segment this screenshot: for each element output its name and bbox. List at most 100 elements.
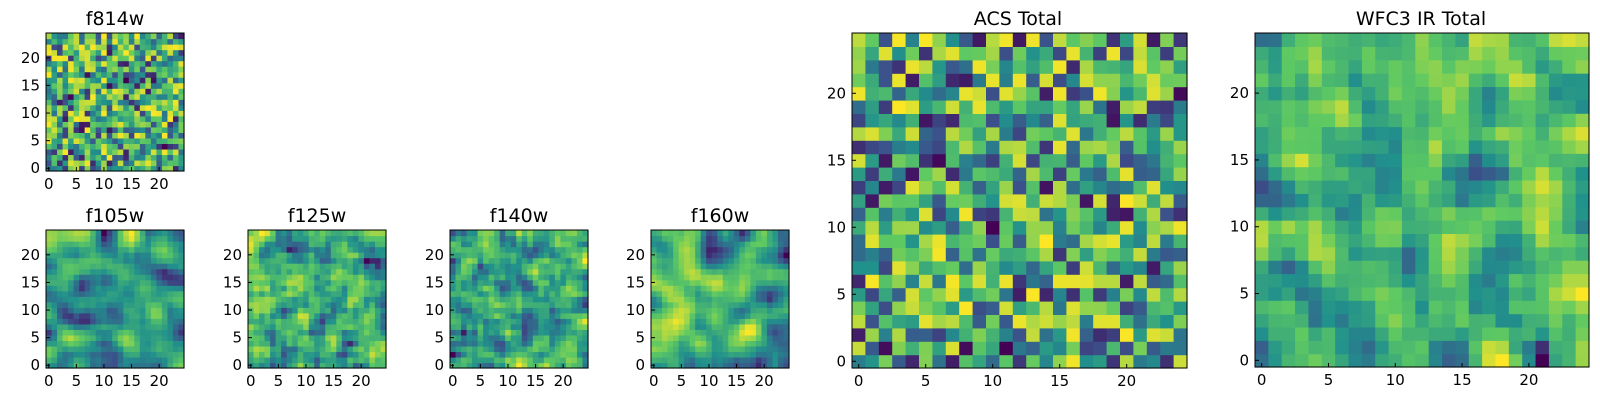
x-tick-label: 20 <box>150 372 169 390</box>
heatmap-cell <box>253 323 260 330</box>
heatmap-cell <box>538 307 545 314</box>
heatmap-cell <box>84 137 91 144</box>
heatmap-cell <box>510 307 517 314</box>
heatmap-cell <box>972 341 987 356</box>
heatmap-cell <box>700 257 707 264</box>
heatmap-cell <box>106 38 113 45</box>
heatmap-cell <box>1522 220 1537 234</box>
heatmap-cell <box>455 290 462 297</box>
heatmap-cell <box>1388 59 1403 74</box>
heatmap-cell <box>145 104 152 111</box>
heatmap-cell <box>772 351 779 358</box>
heatmap-cell <box>1442 353 1456 368</box>
heatmap-cell <box>336 257 343 264</box>
heatmap-cell <box>62 159 69 167</box>
heatmap-cell <box>84 312 91 319</box>
heatmap-cell <box>905 73 920 88</box>
heatmap-cell <box>1455 166 1470 181</box>
heatmap-cell <box>139 159 146 167</box>
heatmap-cell <box>1428 353 1443 368</box>
heatmap-cell <box>62 279 69 286</box>
heatmap-cell <box>576 246 584 253</box>
heatmap-cell <box>678 241 685 248</box>
heatmap-cell <box>1415 59 1430 74</box>
heatmap-cell <box>717 318 724 325</box>
heatmap-cell <box>1295 286 1310 301</box>
heatmap-cell <box>488 351 495 358</box>
heatmap-cell <box>878 59 893 74</box>
heatmap-cell <box>363 362 371 369</box>
heatmap-cell <box>95 252 102 259</box>
heatmap-cell <box>565 329 573 336</box>
heatmap-cell <box>79 274 86 281</box>
heatmap-cell <box>483 345 490 353</box>
heatmap-cell <box>161 159 169 167</box>
heatmap-cell <box>363 285 371 292</box>
heatmap-cell <box>1308 113 1323 128</box>
heatmap-cell <box>656 241 663 248</box>
heatmap-cell <box>1120 234 1134 248</box>
heatmap-cell <box>156 257 163 264</box>
heatmap-cell <box>905 314 920 329</box>
heatmap-cell <box>68 44 75 51</box>
heatmap-cell <box>733 252 740 259</box>
heatmap-cell <box>739 296 746 303</box>
heatmap-cell <box>466 290 473 297</box>
heatmap-cell <box>499 235 506 242</box>
heatmap-cell <box>347 296 354 303</box>
heatmap-cell <box>706 356 713 364</box>
heatmap-cell <box>527 230 534 237</box>
heatmap-cell <box>68 257 75 264</box>
heatmap-cell <box>57 77 64 84</box>
heatmap-cell <box>1106 180 1121 195</box>
heatmap-cell <box>1321 353 1336 368</box>
heatmap-cell <box>1482 260 1497 275</box>
heatmap-cell <box>576 351 584 358</box>
heatmap-cell <box>1562 273 1577 288</box>
heatmap-cell <box>1268 179 1283 194</box>
heatmap-cell <box>1295 46 1310 61</box>
heatmap-cell <box>156 115 163 122</box>
heatmap-cell <box>79 110 86 117</box>
heatmap-cell <box>1548 33 1563 47</box>
heatmap-cell <box>161 345 169 353</box>
heatmap-cell <box>347 274 354 281</box>
heatmap-cell <box>95 44 102 51</box>
heatmap-cell <box>1335 260 1350 275</box>
heatmap-cell <box>112 99 119 106</box>
heatmap-cell <box>999 180 1014 195</box>
heatmap-cell <box>336 296 343 303</box>
heatmap-cell <box>275 230 282 237</box>
heatmap-cell <box>73 143 80 150</box>
heatmap-cell <box>178 268 185 275</box>
heatmap-cell <box>95 88 102 95</box>
heatmap-cell <box>582 340 589 347</box>
heatmap-cell <box>1548 126 1563 141</box>
heatmap-cell <box>1415 33 1430 47</box>
heatmap-cell <box>117 71 124 78</box>
heatmap-cell <box>123 154 130 161</box>
heatmap-cell <box>336 307 343 314</box>
heatmap-cell <box>325 268 332 275</box>
heatmap-cell <box>1428 99 1443 114</box>
heatmap-cell <box>264 257 271 264</box>
heatmap-cell <box>178 241 185 248</box>
heatmap-cell <box>95 296 102 303</box>
heatmap-cell <box>1482 126 1497 141</box>
x-tick-label: 15 <box>526 372 545 390</box>
heatmap-cell <box>1281 73 1296 88</box>
heatmap-cell <box>150 82 157 89</box>
heatmap-cell <box>84 296 91 303</box>
heatmap-cell <box>1053 140 1067 155</box>
heatmap-cell <box>865 301 880 315</box>
heatmap-cell <box>750 340 757 347</box>
heatmap-cell <box>1522 340 1537 355</box>
heatmap-cell <box>761 329 768 336</box>
heatmap-cell <box>999 247 1014 262</box>
heatmap-cell <box>1066 234 1081 248</box>
heatmap-cell <box>319 246 326 253</box>
heatmap-cell <box>134 274 141 281</box>
heatmap-cell <box>1079 167 1094 181</box>
heatmap-cell <box>112 241 119 248</box>
heatmap-cell <box>1508 340 1523 355</box>
